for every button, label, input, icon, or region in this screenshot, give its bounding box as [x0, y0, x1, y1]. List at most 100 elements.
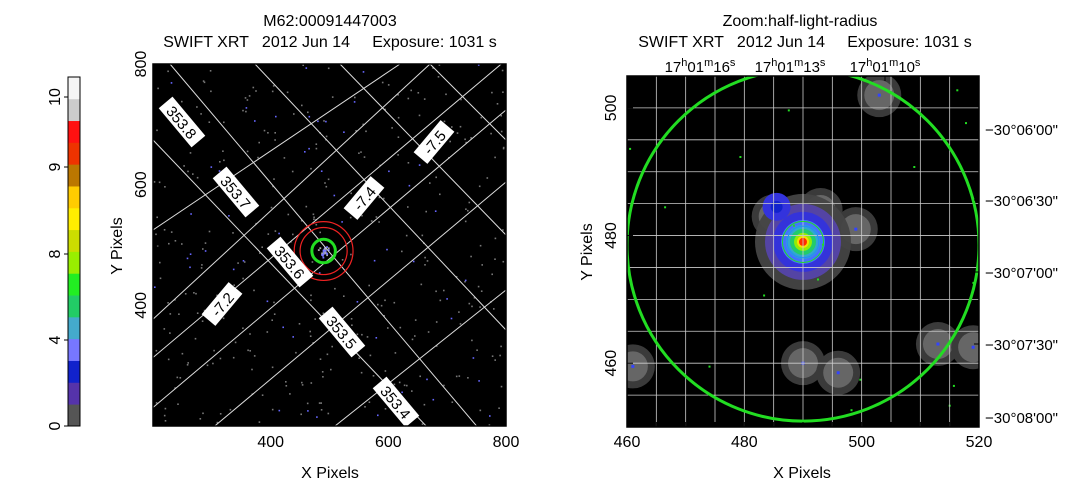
- photon-event: [408, 184, 411, 187]
- photon-event: [242, 109, 244, 112]
- faint-source-core: [877, 93, 881, 97]
- photon-event: [355, 130, 357, 132]
- photon-event: [435, 321, 438, 323]
- photon-event: [500, 114, 502, 117]
- photon-event: [247, 349, 249, 352]
- photon-event: [219, 413, 222, 415]
- photon-event: [204, 242, 207, 244]
- right-ylabel: Y Pixels: [579, 223, 596, 281]
- photon-event: [228, 215, 230, 217]
- photon-event: [232, 356, 235, 359]
- photon-event: [488, 424, 491, 426]
- photon-event: [301, 381, 303, 384]
- photon-event: [153, 181, 156, 183]
- photon-event: [341, 221, 343, 223]
- photon-event: [206, 364, 209, 367]
- photon-event: [163, 229, 166, 231]
- colorbar-segment: [68, 186, 80, 209]
- background-ring: [299, 226, 348, 276]
- photon-event: [387, 84, 390, 86]
- photon-event: [398, 381, 401, 384]
- photon-event: [163, 414, 166, 417]
- photon-event: [286, 91, 289, 94]
- photon-event: [234, 341, 237, 344]
- photon-event: [245, 110, 247, 113]
- photon-event: [193, 292, 195, 294]
- photon-event: [401, 250, 403, 253]
- photon-event: [323, 120, 325, 122]
- photon-event: [490, 132, 492, 135]
- photon-event: [333, 194, 336, 197]
- photon-event: [176, 376, 179, 379]
- stray-event: [763, 294, 766, 297]
- photon-event: [174, 387, 176, 389]
- photon-event: [443, 120, 446, 123]
- photon-event: [187, 170, 189, 173]
- source-count: [327, 249, 330, 251]
- colorbar-segment: [68, 338, 80, 361]
- photon-event: [213, 349, 215, 352]
- photon-event: [327, 412, 330, 415]
- photon-event: [437, 76, 440, 78]
- photon-event: [270, 206, 273, 209]
- photon-event: [399, 326, 402, 329]
- right-title-line2: SWIFT XRT 2012 Jun 14 Exposure: 1031 s: [638, 34, 972, 51]
- photon-event: [429, 182, 431, 184]
- photon-event: [500, 385, 503, 388]
- left-axes: 400 400 600 600 800 800: [133, 51, 519, 451]
- colorbar-segment: [68, 404, 80, 427]
- dec-tick-label: −30°07'00": [985, 265, 1058, 282]
- photon-event: [202, 412, 204, 415]
- photon-event: [302, 64, 304, 66]
- photon-event: [471, 305, 473, 308]
- photon-event: [159, 261, 161, 264]
- ra-tick-label: 17h01m10s: [850, 57, 921, 76]
- photon-event: [170, 231, 173, 233]
- colorbar-segment: [68, 142, 80, 165]
- stray-event: [664, 206, 667, 209]
- photon-event: [292, 233, 294, 236]
- photon-event: [242, 327, 244, 329]
- photon-event: [393, 301, 396, 304]
- photon-event: [363, 156, 366, 158]
- photon-event: [266, 300, 269, 303]
- photon-event: [195, 292, 197, 295]
- photon-event: [164, 186, 166, 188]
- photon-event: [248, 95, 251, 97]
- photon-event: [308, 147, 310, 150]
- photon-event: [212, 362, 214, 365]
- photon-event: [253, 355, 256, 357]
- y-tick-label: 600: [133, 171, 150, 198]
- source-count: [324, 251, 327, 254]
- stray-event: [787, 109, 790, 112]
- photon-event: [178, 313, 180, 315]
- photon-event: [232, 232, 234, 234]
- photon-event: [223, 159, 225, 162]
- photon-event: [479, 244, 482, 247]
- photon-event: [403, 384, 406, 387]
- photon-event: [432, 67, 434, 69]
- stray-event: [859, 378, 862, 381]
- photon-event: [350, 318, 353, 320]
- photon-event: [456, 132, 459, 134]
- coordinate-grid-line: [153, 64, 431, 320]
- source-count: [324, 249, 327, 252]
- photon-event: [383, 315, 385, 317]
- photon-event: [377, 414, 379, 417]
- x-tick-label: 520: [966, 434, 993, 451]
- photon-event: [190, 213, 192, 215]
- photon-event: [187, 362, 189, 364]
- source-count: [323, 248, 326, 250]
- photon-event: [156, 216, 158, 219]
- photon-event: [273, 178, 275, 180]
- x-tick-label: 480: [731, 434, 758, 451]
- colorbar-tick-label: 9: [47, 162, 64, 171]
- photon-event: [170, 82, 173, 84]
- y-tick-label: 500: [603, 94, 620, 121]
- photon-event: [258, 141, 260, 144]
- photon-event: [365, 130, 367, 133]
- photon-event: [411, 338, 414, 341]
- photon-event: [330, 368, 332, 371]
- photon-event: [341, 259, 344, 261]
